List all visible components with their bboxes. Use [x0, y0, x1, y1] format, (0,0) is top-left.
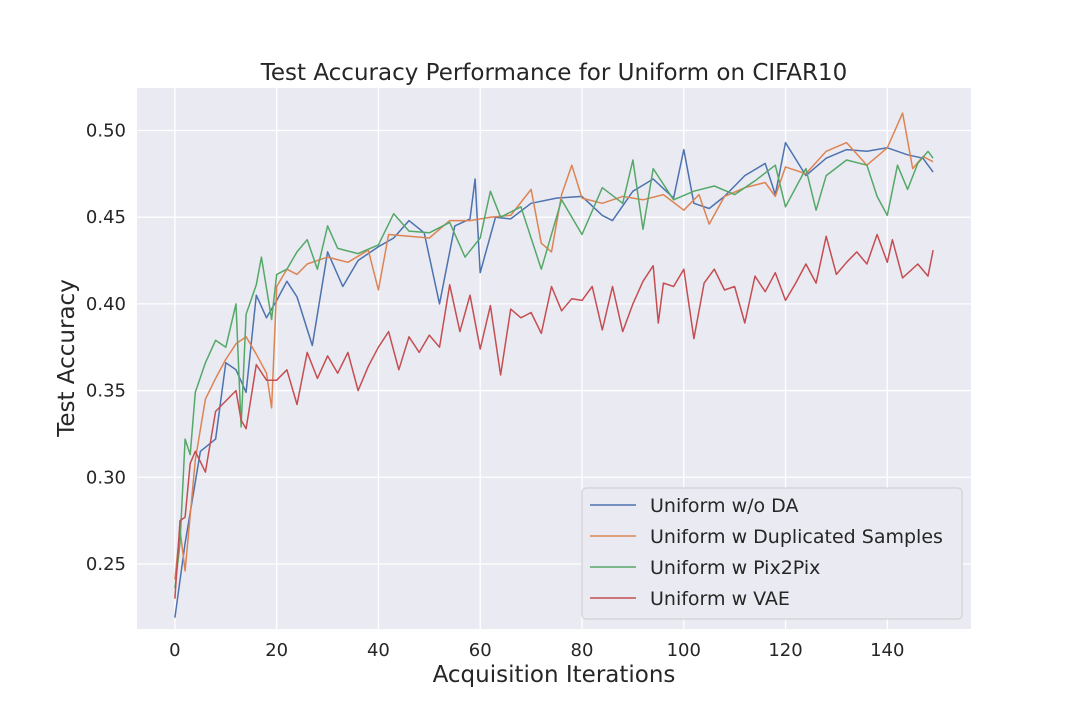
x-axis-label: Acquisition Iterations: [433, 662, 676, 688]
series-line-4: [174, 233, 934, 599]
y-tick-label: 0.35: [86, 381, 126, 402]
x-tick-label: 100: [667, 640, 701, 661]
legend-box: [581, 487, 963, 620]
legend-label: Uniform w VAE: [650, 588, 790, 610]
legend-label: Uniform w Duplicated Samples: [650, 526, 943, 548]
legend-label: Uniform w/o DA: [650, 495, 798, 517]
x-tick-label: 80: [571, 640, 594, 661]
x-tick-label: 40: [367, 640, 390, 661]
x-tick-label: 140: [870, 640, 904, 661]
y-tick-label: 0.40: [86, 294, 126, 315]
legend: Uniform w/o DA Uniform w Duplicated Sampl…: [581, 487, 963, 620]
grid: [137, 88, 971, 629]
series-line-3: [174, 150, 934, 589]
x-tick-label: 20: [265, 640, 288, 661]
y-tick-label: 0.50: [86, 120, 126, 141]
legend-label: Uniform w Pix2Pix: [650, 557, 820, 579]
y-tick-label: 0.25: [86, 554, 126, 575]
y-axis-label: Test Accuracy: [54, 279, 80, 438]
x-tick-label: 0: [169, 640, 180, 661]
y-tick-labels: 0.25 0.30 0.35 0.40 0.45 0.50: [86, 120, 126, 574]
x-tick-label: 60: [469, 640, 492, 661]
y-tick-label: 0.30: [86, 467, 126, 488]
y-tick-label: 0.45: [86, 207, 126, 228]
series-group: [174, 112, 934, 618]
chart-title: Test Accuracy Performance for Uniform on…: [260, 60, 848, 86]
x-tick-label: 120: [768, 640, 802, 661]
series-line-2: [174, 112, 934, 580]
x-tick-labels: 0 20 40 60 80 100 120 140: [169, 640, 904, 661]
